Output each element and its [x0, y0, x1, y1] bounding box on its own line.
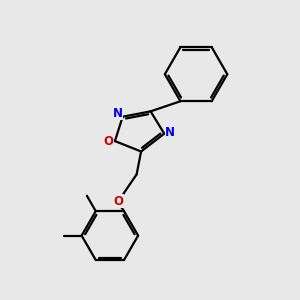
Text: N: N — [165, 126, 175, 139]
Text: O: O — [103, 135, 113, 148]
Text: N: N — [112, 106, 123, 120]
Text: O: O — [114, 195, 124, 208]
